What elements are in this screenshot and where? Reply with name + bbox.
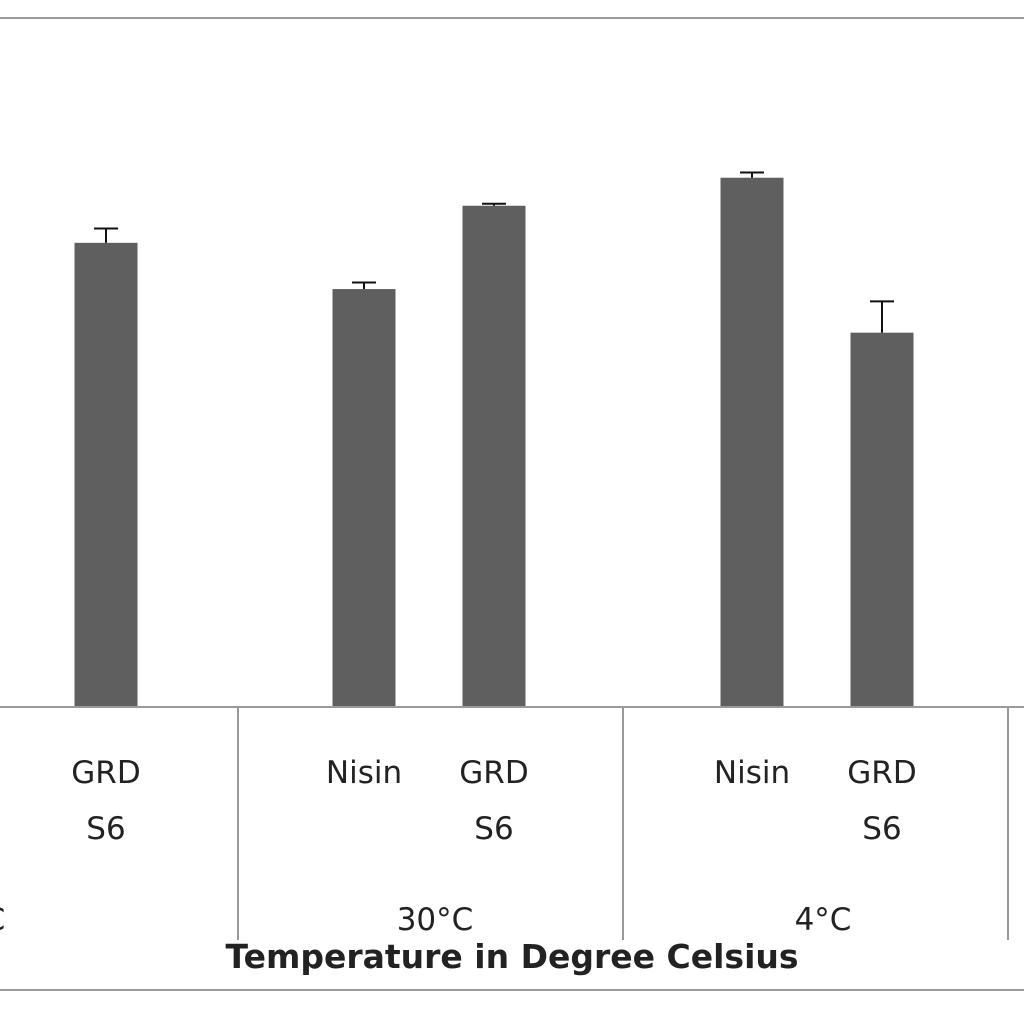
bars-layer [74, 171, 914, 708]
bar [462, 205, 526, 708]
group-label: 45°C [0, 902, 5, 938]
bar-label: GRD [71, 755, 140, 791]
bar [332, 289, 396, 707]
bar-label: S6 [86, 811, 125, 847]
group-dividers [237, 707, 1009, 940]
category-labels: GRD S6 45°C Nisin GRD S6 30°C Nisin GRD S6 4°C [0, 755, 917, 938]
bar-label: Nisin [326, 755, 402, 791]
chart-frame [0, 17, 1024, 991]
bar [850, 332, 914, 707]
bar [720, 177, 784, 707]
group-label: 4°C [795, 902, 852, 938]
bar-label: S6 [862, 811, 901, 847]
bar-label: S6 [474, 811, 513, 847]
bar [74, 242, 138, 707]
bar-label: GRD [459, 755, 528, 791]
bar-label: GRD [847, 755, 916, 791]
bar-label: Nisin [714, 755, 790, 791]
group-label: 30°C [397, 902, 474, 938]
x-axis-title: Temperature in Degree Celsius [225, 937, 798, 976]
